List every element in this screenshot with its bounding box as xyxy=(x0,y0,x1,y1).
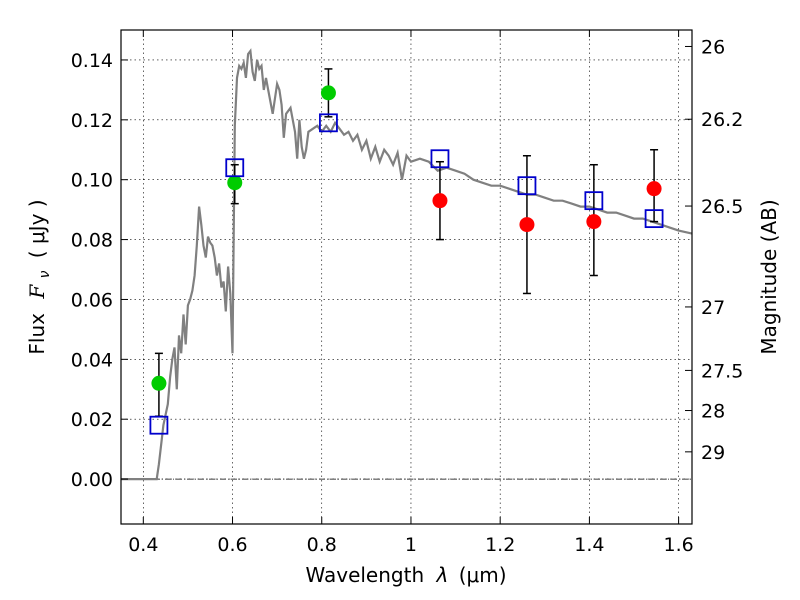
model-photometry-square xyxy=(149,415,169,435)
model-photometry-square xyxy=(319,113,338,133)
y-tick-label: 0.00 xyxy=(71,469,113,491)
y-tick-label: 0.08 xyxy=(71,230,113,252)
green-data-point xyxy=(227,175,243,191)
y-tick-label: 0.14 xyxy=(71,50,113,72)
x-tick-label: 1 xyxy=(405,534,417,556)
y-axis-title-text: Flux xyxy=(25,313,49,355)
x-axis-unit: (μm) xyxy=(459,563,507,587)
y-tick-label: 0.04 xyxy=(71,349,113,371)
x-tick-label: 1.4 xyxy=(574,534,604,556)
y-axis-unit: ( μJy ) xyxy=(25,199,49,258)
y2-tick-label: 29 xyxy=(701,442,725,464)
plot-frame xyxy=(120,29,693,525)
x-axis-title: Wavelength λ (μm) xyxy=(305,563,506,587)
grid xyxy=(121,30,692,524)
y-tick-label: 0.02 xyxy=(71,409,113,431)
x-tick-label: 0.4 xyxy=(128,534,158,556)
x-tick-label: 0.6 xyxy=(217,534,247,556)
y-tick-label: 0.06 xyxy=(71,289,113,311)
y2-tick-label: 26.2 xyxy=(701,109,743,131)
x-tick-label: 1.6 xyxy=(664,534,694,556)
data-points xyxy=(149,68,664,435)
y2-tick-label: 28 xyxy=(701,401,725,423)
axis-ticks: 0.4 0.6 0.8 1 1.2 1.4 1.6 0.00 0.02 0.04 0.06 0.08 0… xyxy=(71,30,743,556)
x-tick-label: 0.8 xyxy=(307,534,337,556)
green-data-point xyxy=(151,375,167,391)
red-data-point xyxy=(519,217,535,233)
y2-tick-label: 26.5 xyxy=(701,196,743,218)
y2-tick-label: 26 xyxy=(701,36,725,58)
y2-tick-label: 27 xyxy=(701,297,725,319)
y-axis-subscript: ν xyxy=(37,270,53,278)
x-tick-label: 1.2 xyxy=(485,534,515,556)
y-axis-symbol: F xyxy=(25,284,49,300)
model-photometry-square xyxy=(430,149,450,169)
y-tick-label: 0.12 xyxy=(71,110,113,132)
model-photometry-square xyxy=(517,176,537,196)
y-tick-label: 0.10 xyxy=(71,170,113,192)
y-axis-title: Flux F ν ( μJy ) xyxy=(25,199,54,354)
x-axis-lambda: λ xyxy=(436,563,449,587)
y2-tick-label: 27.5 xyxy=(701,360,743,382)
red-data-point xyxy=(432,193,448,209)
y2-axis-title: Magnitude (AB) xyxy=(757,199,781,354)
sed-model-line xyxy=(121,48,693,481)
model-photometry-square xyxy=(225,158,245,178)
model-photometry-square xyxy=(644,209,664,229)
green-data-point xyxy=(320,85,336,101)
red-data-point xyxy=(586,214,602,230)
model-photometry-square xyxy=(584,191,604,211)
red-data-point xyxy=(646,181,662,197)
x-axis-title-text: Wavelength xyxy=(305,563,424,587)
